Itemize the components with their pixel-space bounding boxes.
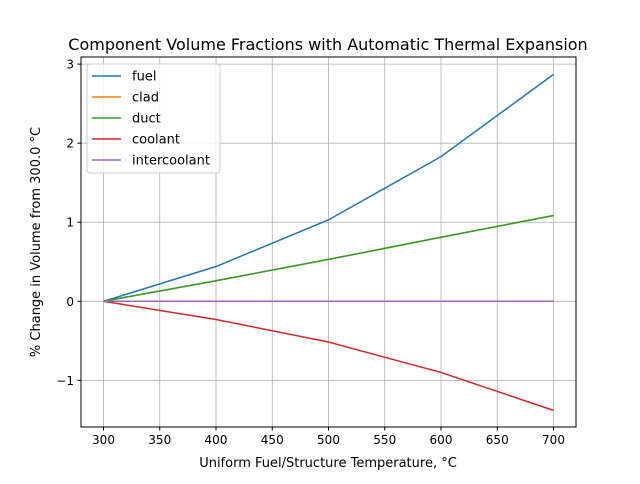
x-tick-label: 700 — [542, 433, 565, 447]
chart-title: Component Volume Fractions with Automati… — [68, 35, 587, 54]
y-axis-label: % Change in Volume from 300.0 °C — [29, 127, 44, 357]
series-line-coolant — [103, 300, 554, 412]
legend-box — [86, 63, 221, 174]
y-tick-label: −1 — [56, 374, 74, 388]
x-tick-label: 350 — [148, 433, 171, 447]
legend-label-intercoolant: intercoolant — [132, 154, 210, 169]
x-axis-label: Uniform Fuel/Structure Temperature, °C — [199, 456, 457, 471]
x-tick-label: 600 — [430, 433, 453, 447]
legend-label-clad: clad — [132, 91, 159, 106]
series-line-duct — [103, 214, 554, 303]
x-tick-label: 650 — [486, 433, 509, 447]
x-tick-label: 450 — [261, 433, 284, 447]
y-axis-ticks: −1 0 1 2 3 — [56, 58, 81, 388]
x-tick-label: 500 — [317, 433, 340, 447]
x-tick-label: 550 — [373, 433, 396, 447]
x-axis-ticks: 300 350 400 450 500 550 600 650 700 — [92, 427, 565, 447]
y-tick-label: 1 — [66, 216, 74, 230]
legend-label-duct: duct — [132, 112, 161, 127]
legend: fuel clad duct coolant intercoolant — [86, 63, 221, 174]
series-line-fuel — [103, 73, 554, 303]
y-tick-label: 2 — [66, 137, 74, 151]
x-tick-label: 400 — [205, 433, 228, 447]
legend-label-fuel: fuel — [132, 70, 156, 85]
legend-label-coolant: coolant — [132, 133, 180, 148]
y-tick-label: 0 — [66, 295, 74, 309]
x-tick-label: 300 — [92, 433, 115, 447]
series-lines — [103, 73, 554, 412]
y-tick-label: 3 — [66, 58, 74, 72]
